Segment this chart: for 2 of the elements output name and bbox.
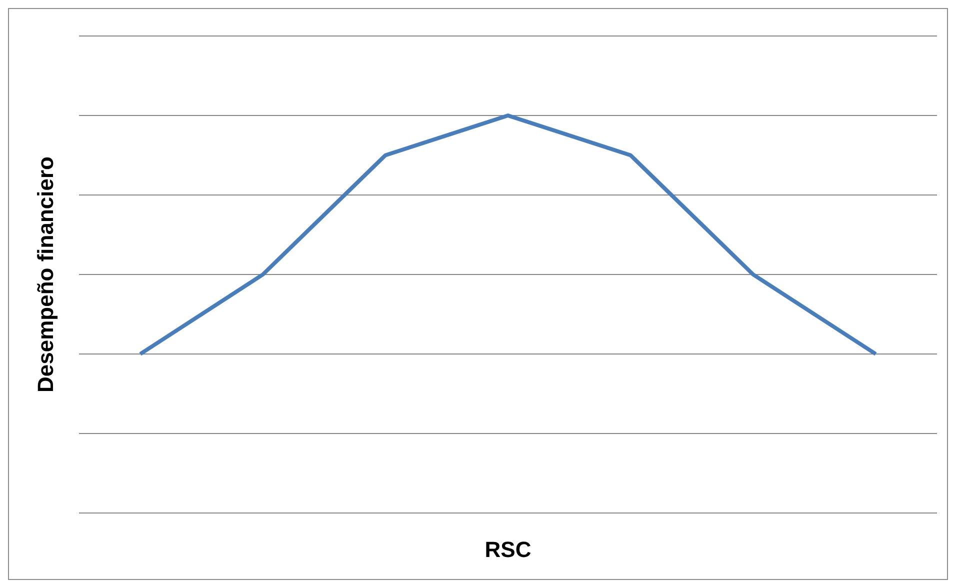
x-axis-title: RSC xyxy=(484,537,532,562)
y-axis-title: Desempeño financiero xyxy=(32,156,58,392)
